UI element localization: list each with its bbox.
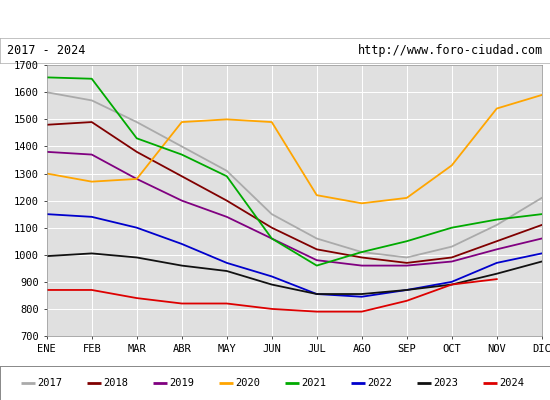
Text: 2021: 2021 xyxy=(301,378,326,388)
Text: 2023: 2023 xyxy=(433,378,458,388)
Text: Evolucion del paro registrado en Sant Feliu de Guíxols: Evolucion del paro registrado en Sant Fe… xyxy=(77,11,473,27)
Text: 2022: 2022 xyxy=(367,378,392,388)
Text: 2020: 2020 xyxy=(235,378,260,388)
Text: 2024: 2024 xyxy=(499,378,524,388)
Text: 2018: 2018 xyxy=(103,378,128,388)
Text: 2017 - 2024: 2017 - 2024 xyxy=(7,44,86,57)
Text: 2017: 2017 xyxy=(37,378,62,388)
Text: http://www.foro-ciudad.com: http://www.foro-ciudad.com xyxy=(358,44,543,57)
Text: 2019: 2019 xyxy=(169,378,194,388)
